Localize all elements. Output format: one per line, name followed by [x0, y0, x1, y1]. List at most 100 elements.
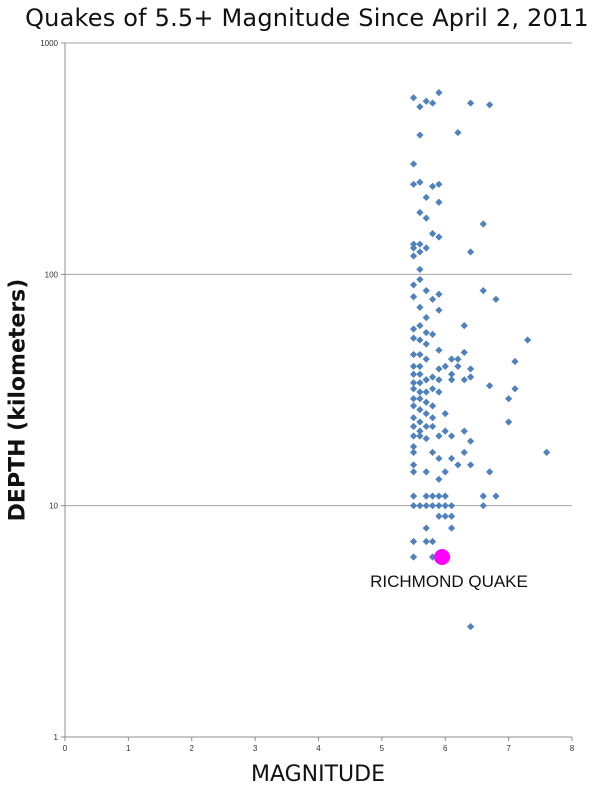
data-point: [409, 395, 418, 403]
data-point: [422, 214, 430, 222]
y-tick-label: 1: [54, 733, 59, 742]
data-point: [409, 252, 418, 260]
data-point: [454, 355, 462, 363]
data-point: [409, 281, 418, 289]
y-tick-label: 100: [45, 270, 59, 279]
data-point: [409, 461, 418, 469]
data-point: [467, 248, 475, 256]
data-point: [467, 373, 475, 381]
data-point: [409, 244, 418, 252]
data-point: [409, 402, 418, 410]
data-point: [422, 422, 430, 431]
x-tick-label: 0: [63, 744, 68, 753]
data-point: [454, 128, 462, 137]
x-tick-label: 5: [380, 744, 385, 753]
data-point: [428, 330, 437, 338]
data-point: [422, 410, 430, 418]
data-point: [409, 370, 418, 378]
data-point: [435, 233, 443, 241]
y-axis-label: DEPTH (kilometers): [5, 278, 31, 522]
data-point: [441, 502, 449, 510]
data-point: [447, 512, 456, 520]
data-point: [409, 385, 418, 393]
data-point: [435, 376, 443, 384]
data-point: [409, 240, 418, 248]
data-point: [409, 537, 418, 546]
data-point: [409, 422, 418, 431]
data-point: [416, 131, 424, 139]
data-point: [460, 322, 468, 330]
data-point: [460, 448, 468, 456]
data-point: [422, 97, 430, 105]
data-point: [460, 376, 468, 384]
data-point: [454, 362, 462, 370]
data-point: [416, 379, 424, 387]
data-point: [422, 340, 430, 348]
data-point: [428, 373, 437, 381]
data-point: [505, 418, 513, 426]
data-point: [428, 182, 437, 190]
data-point: [435, 492, 443, 500]
data-point: [409, 94, 418, 102]
data-point: [409, 502, 418, 510]
data-point: [409, 379, 418, 387]
x-tick-label: 6: [443, 744, 448, 753]
data-point: [422, 388, 430, 396]
x-tick-label: 2: [190, 744, 195, 753]
data-point: [428, 385, 437, 393]
data-point: [435, 388, 443, 396]
data-point: [435, 365, 443, 373]
data-point: [428, 502, 437, 510]
data-point: [435, 306, 443, 314]
data-point: [467, 365, 475, 373]
data-point: [428, 229, 437, 238]
data-point: [409, 553, 418, 561]
data-point: [435, 180, 443, 188]
data-point: [435, 198, 443, 206]
data-point: [409, 362, 418, 370]
data-point: [428, 295, 437, 303]
data-point: [543, 448, 551, 456]
data-point: [486, 382, 494, 390]
x-tick-label: 7: [506, 744, 511, 753]
data-point: [409, 492, 418, 500]
data-point: [447, 376, 456, 384]
data-point: [486, 468, 494, 476]
data-point: [441, 410, 449, 418]
x-tick-label: 3: [253, 744, 258, 753]
data-point: [511, 357, 519, 366]
x-tick-label: 8: [570, 744, 575, 753]
data-point: [416, 350, 424, 359]
data-point: [409, 350, 418, 359]
data-point: [447, 355, 456, 363]
data-point: [467, 461, 475, 469]
data-point: [409, 334, 418, 342]
data-point: [435, 502, 443, 510]
data-point: [416, 427, 424, 435]
data-point: [524, 336, 532, 344]
data-point: [428, 492, 437, 500]
data-point: [422, 524, 430, 532]
data-point: [416, 395, 424, 403]
data-point: [479, 502, 487, 510]
data-point: [435, 346, 443, 354]
data-point: [416, 388, 424, 396]
data-point: [428, 414, 437, 422]
data-point: [447, 524, 456, 532]
data-point: [447, 454, 456, 463]
data-point: [422, 434, 430, 443]
data-point: [467, 99, 475, 107]
data-point: [441, 468, 449, 476]
data-point: [416, 208, 424, 217]
x-tick-label: 4: [316, 744, 321, 753]
y-tick-label: 1000: [40, 39, 58, 48]
data-point: [416, 418, 424, 426]
data-point: [435, 290, 443, 298]
data-point: [428, 448, 437, 456]
data-point: [416, 406, 424, 414]
data-point: [428, 402, 437, 410]
data-point: [435, 475, 443, 483]
data-point: [492, 492, 500, 500]
